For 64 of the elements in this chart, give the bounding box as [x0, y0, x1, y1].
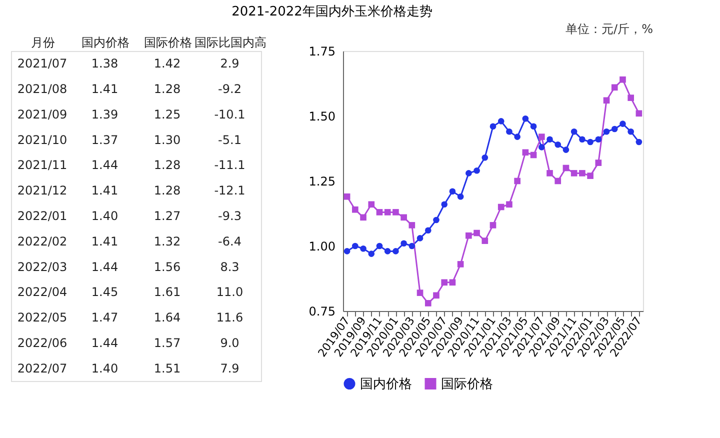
data-label: 8.3 [220, 260, 240, 274]
category-label: 2022/06 [17, 336, 68, 350]
data-label: 1.42 [154, 56, 181, 71]
text: 单位：元/斤，% [566, 22, 653, 36]
data-label: 1.44 [91, 260, 118, 274]
data-label: 1.41 [91, 234, 118, 248]
y-tick-label: 1.75 [308, 44, 336, 58]
category-label: 2021/07 [17, 56, 68, 71]
category-label: 2021/10 [17, 132, 68, 147]
category-label: 2021/08 [17, 82, 68, 96]
data-label: 1.28 [154, 184, 181, 198]
data-label: 1.47 [91, 310, 118, 325]
category-label: 2021/11 [17, 158, 68, 172]
y-tick-label: 1.00 [308, 240, 336, 254]
data-label: 1.51 [154, 361, 181, 376]
data-label: -11.1 [214, 158, 246, 172]
data-label: -6.4 [218, 234, 242, 248]
data-label: 2.9 [220, 56, 240, 71]
legend-label: 国际价格 [441, 376, 493, 392]
data-label: 1.27 [154, 209, 181, 223]
text: 2021-2022年国内外玉米价格走势 [232, 4, 432, 20]
legend-label: 国内价格 [360, 376, 412, 392]
data-label: 1.30 [154, 132, 181, 147]
data-label: -5.1 [218, 132, 242, 147]
data-label: 11.0 [216, 285, 244, 300]
data-label: 9.0 [220, 336, 240, 350]
data-label: 1.45 [91, 285, 118, 300]
data-label: -9.3 [218, 209, 242, 223]
category-label: 2022/03 [17, 260, 68, 274]
text: 月份 [30, 36, 55, 50]
category-label: 2021/12 [17, 184, 68, 198]
data-label: 7.9 [220, 361, 240, 376]
data-label: 1.61 [154, 285, 181, 300]
data-label: 1.64 [154, 310, 181, 325]
text: 国际价格 [144, 36, 192, 50]
data-label: -12.1 [214, 184, 246, 198]
data-label: 1.38 [91, 56, 118, 71]
category-label: 2022/04 [17, 285, 68, 300]
data-label: 1.40 [91, 361, 118, 376]
text: 国际比国内高 [194, 36, 266, 50]
y-tick-label: 1.50 [308, 110, 336, 124]
data-label: 1.25 [154, 107, 181, 122]
data-label: 1.28 [154, 158, 181, 172]
y-tick-label: 1.25 [308, 174, 336, 188]
data-label: 1.44 [91, 158, 118, 172]
data-label: -9.2 [218, 82, 242, 96]
data-label: 1.32 [154, 234, 181, 248]
data-label: 1.56 [154, 260, 181, 274]
data-label: 1.28 [154, 82, 181, 96]
category-label: 2022/07 [17, 361, 68, 376]
data-label: 1.39 [91, 107, 118, 122]
category-label: 2022/02 [17, 234, 68, 248]
y-tick-label: 0.75 [308, 304, 336, 318]
data-label: 1.41 [91, 82, 118, 96]
text: 国内价格 [81, 36, 130, 50]
data-label: 1.40 [91, 209, 118, 223]
data-label: 1.44 [91, 336, 118, 350]
data-label: 1.37 [91, 132, 118, 147]
data-label: 1.41 [91, 184, 118, 198]
data-label: 1.57 [154, 336, 181, 350]
data-label: 11.6 [216, 310, 244, 325]
category-label: 2022/01 [17, 209, 68, 223]
data-label: -10.1 [214, 107, 246, 122]
category-label: 2021/09 [17, 107, 68, 122]
